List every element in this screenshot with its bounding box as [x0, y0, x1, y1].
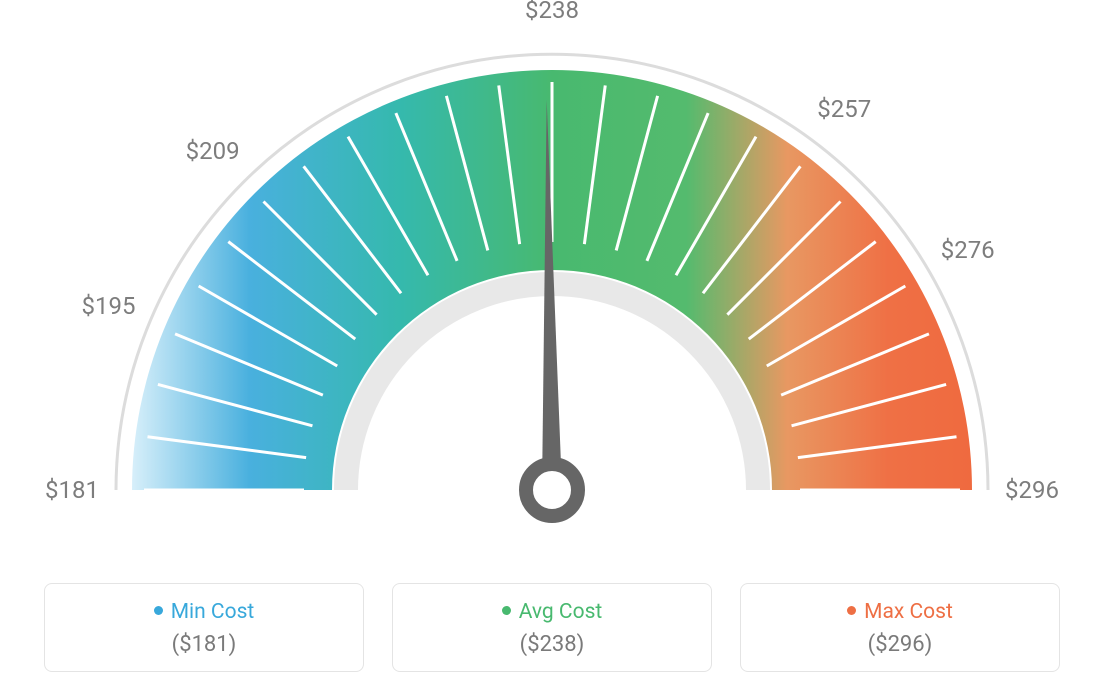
gauge-tick-label: $195	[82, 292, 136, 320]
legend-card-max: Max Cost ($296)	[740, 583, 1060, 672]
legend-card-min: Min Cost ($181)	[44, 583, 364, 672]
legend-value-min: ($181)	[45, 632, 363, 657]
dot-max-icon	[847, 606, 856, 615]
legend-title-avg: Avg Cost	[393, 600, 711, 624]
legend-card-avg: Avg Cost ($238)	[392, 583, 712, 672]
gauge-tick-label: $276	[941, 236, 995, 264]
gauge-tick-label: $257	[817, 95, 871, 123]
gauge-tick-label: $238	[525, 0, 579, 24]
gauge-svg	[0, 0, 1104, 560]
legend-label-avg: Avg Cost	[519, 600, 603, 624]
legend-title-max: Max Cost	[741, 600, 1059, 624]
gauge-tick-label: $181	[45, 476, 99, 504]
legend-label-min: Min Cost	[171, 600, 255, 624]
legend-value-avg: ($238)	[393, 632, 711, 657]
gauge-tick-label: $209	[186, 137, 240, 165]
gauge-container: $181 $195 $209 $238 $257 $276 $296	[0, 0, 1104, 560]
dot-min-icon	[154, 606, 163, 615]
dot-avg-icon	[502, 606, 511, 615]
legend-value-max: ($296)	[741, 632, 1059, 657]
gauge-hub	[526, 464, 578, 516]
legend-row: Min Cost ($181) Avg Cost ($238) Max Cost…	[0, 583, 1104, 672]
legend-label-max: Max Cost	[864, 600, 953, 624]
gauge-tick-label: $296	[1005, 476, 1059, 504]
legend-title-min: Min Cost	[45, 600, 363, 624]
